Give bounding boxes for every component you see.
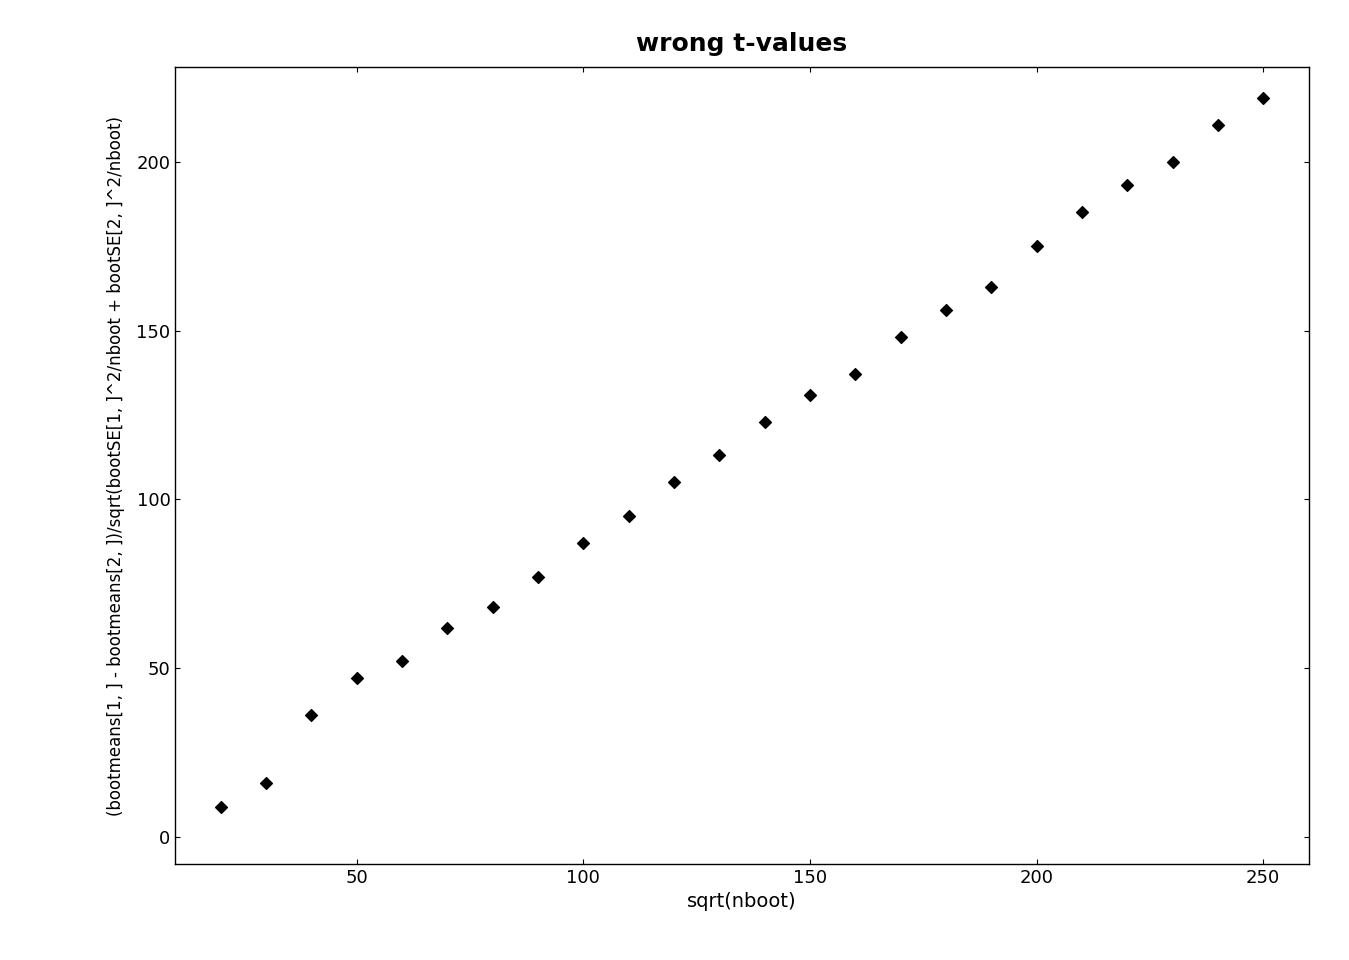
Point xyxy=(391,654,413,669)
Point xyxy=(799,387,820,402)
Point xyxy=(844,367,866,382)
X-axis label: sqrt(nboot): sqrt(nboot) xyxy=(687,893,797,911)
Point xyxy=(981,279,1002,295)
Point xyxy=(935,302,956,318)
Point xyxy=(754,414,776,429)
Point xyxy=(301,708,322,723)
Point xyxy=(345,671,367,686)
Point xyxy=(890,329,912,345)
Point xyxy=(482,600,503,615)
Point xyxy=(708,447,730,463)
Point xyxy=(1252,90,1273,106)
Point xyxy=(1071,204,1093,220)
Point xyxy=(664,475,685,491)
Point xyxy=(572,536,594,551)
Point xyxy=(437,620,459,636)
Title: wrong t-values: wrong t-values xyxy=(637,32,847,56)
Point xyxy=(1117,178,1139,193)
Point xyxy=(210,799,232,814)
Point xyxy=(1161,154,1183,169)
Point xyxy=(1025,238,1047,253)
Point xyxy=(527,569,549,585)
Y-axis label: (bootmeans[1, ] - bootmeans[2, ])/sqrt(bootSE[1, ]^2/nboot + bootSE[2, ]^2/nboot: (bootmeans[1, ] - bootmeans[2, ])/sqrt(b… xyxy=(108,115,125,816)
Point xyxy=(618,509,639,524)
Point xyxy=(255,776,277,791)
Point xyxy=(1207,117,1229,132)
